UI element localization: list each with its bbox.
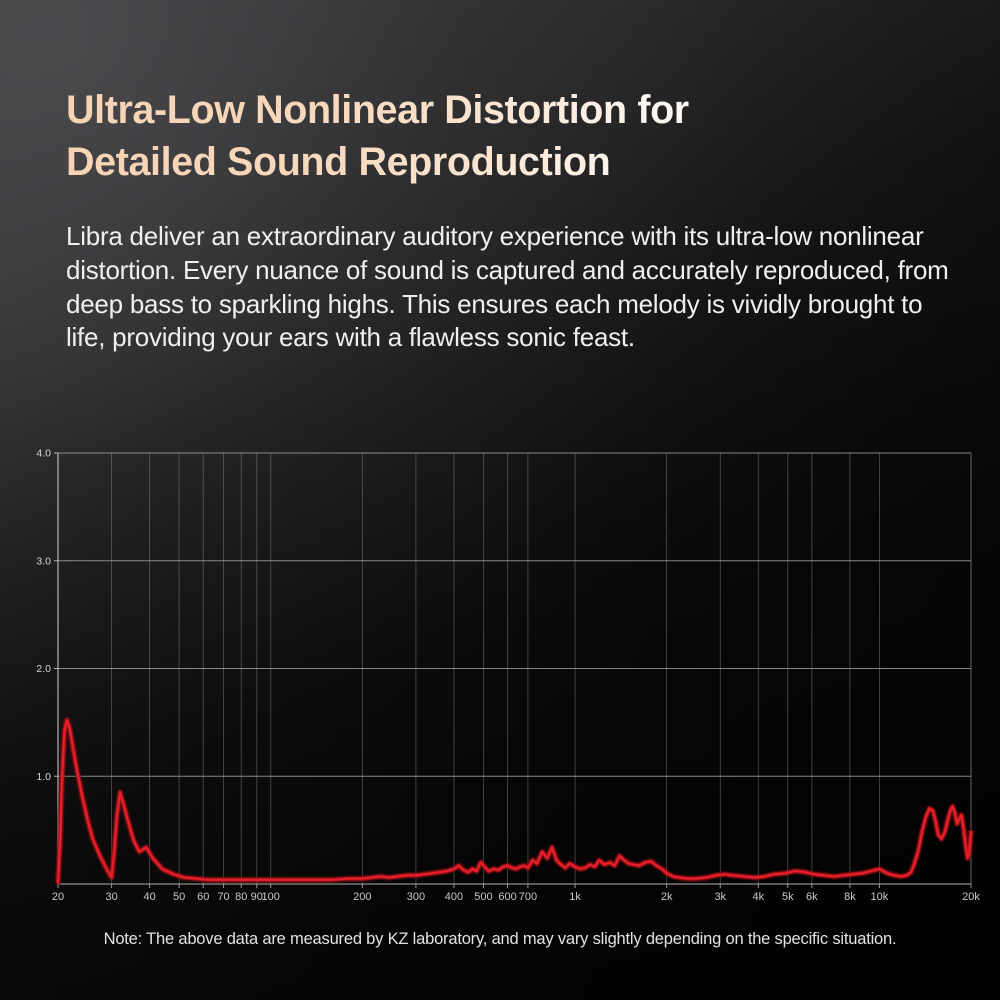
x-axis-label: 3k bbox=[714, 891, 726, 903]
x-axis-label: 400 bbox=[445, 891, 463, 903]
x-axis-label: 90 bbox=[251, 891, 263, 903]
x-axis-label: 600 bbox=[498, 891, 516, 903]
x-axis-label: 10k bbox=[871, 891, 889, 903]
x-axis-label: 1k bbox=[569, 891, 581, 903]
series-line-thd bbox=[57, 719, 972, 883]
y-axis-label: 3.0 bbox=[36, 555, 51, 567]
chart-y-axis-labels: 1.0 2.0 3.0 4.0 bbox=[36, 448, 51, 783]
x-axis-label: 200 bbox=[353, 891, 371, 903]
x-axis-label: 6k bbox=[806, 891, 818, 903]
x-axis-label: 60 bbox=[197, 891, 209, 903]
series-halo bbox=[56, 718, 973, 884]
chart-note: Note: The above data are measured by KZ … bbox=[103, 930, 897, 948]
x-axis-label: 700 bbox=[519, 891, 537, 903]
x-axis-label: 2k bbox=[661, 891, 673, 903]
x-axis-label: 50 bbox=[173, 891, 185, 903]
y-axis-label: 1.0 bbox=[36, 771, 51, 783]
y-axis-label: 4.0 bbox=[36, 448, 51, 460]
chart-tick-marks bbox=[54, 452, 972, 888]
x-axis-label: 70 bbox=[217, 891, 229, 903]
x-axis-label: 40 bbox=[143, 891, 155, 903]
x-axis-label: 300 bbox=[407, 891, 425, 903]
description-paragraph: Libra deliver an extraordinary auditory … bbox=[66, 221, 949, 353]
page-title: Ultra-Low Nonlinear Distortion for Detai… bbox=[66, 84, 856, 188]
chart-gridlines bbox=[58, 452, 971, 884]
x-axis-label: 80 bbox=[235, 891, 247, 903]
chart-series-group bbox=[54, 716, 975, 886]
x-axis-label: 500 bbox=[474, 891, 492, 903]
thd-chart: 1.0 2.0 3.0 4.0 20 30 40 50 60 70 80 90 100 200 300 40… bbox=[0, 440, 1000, 910]
x-axis-label: 20k bbox=[962, 891, 980, 903]
series-glow bbox=[54, 716, 975, 886]
x-axis-label: 5k bbox=[782, 891, 794, 903]
x-axis-label: 4k bbox=[752, 891, 764, 903]
x-axis-label: 20 bbox=[52, 891, 64, 903]
x-axis-label: 100 bbox=[262, 891, 280, 903]
y-axis-label: 2.0 bbox=[36, 663, 51, 675]
x-axis-label: 8k bbox=[844, 891, 856, 903]
x-axis-label: 30 bbox=[105, 891, 117, 903]
